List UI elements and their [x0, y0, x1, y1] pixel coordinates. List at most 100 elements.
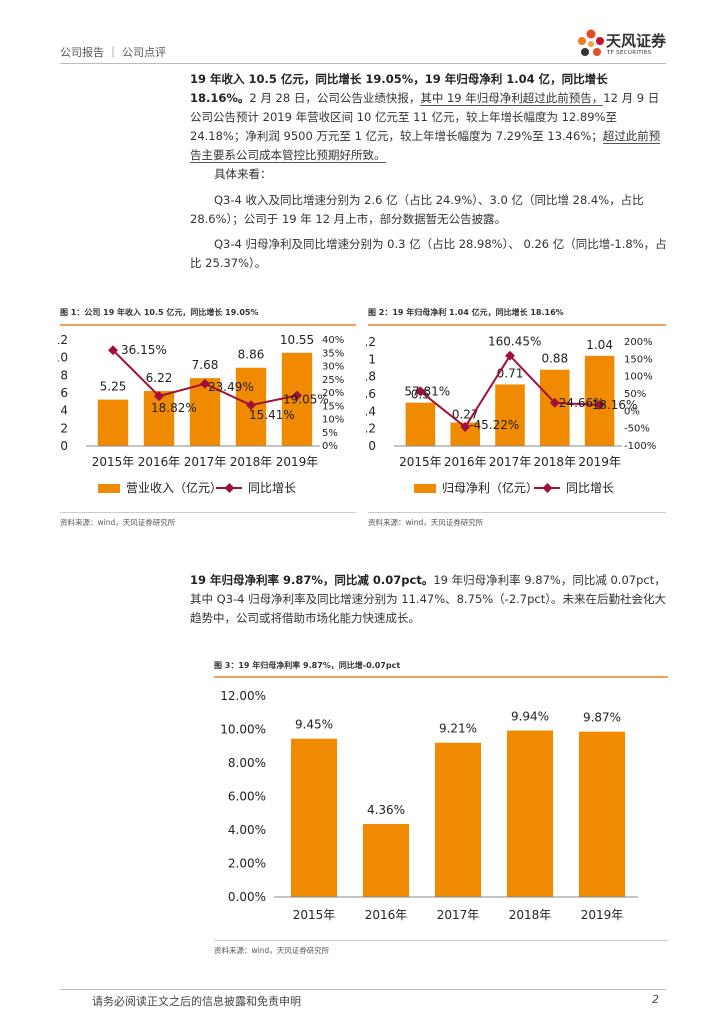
revenue-chart: 0 2 4 6 8 10 12 0% 5% 10% 15% 20% 25% 30% 35% 40% 5.25 6.… [58, 333, 344, 495]
growth-data-label: 23.49% [208, 380, 254, 394]
bar-data-label: 7.68 [192, 358, 219, 372]
bar-data-label: 4.36% [367, 803, 405, 817]
y-tick-label: 6.00% [228, 790, 266, 804]
company-logo: 天风证券 TF SECURITIES [576, 28, 680, 62]
growth-data-label: -45.22% [469, 418, 519, 432]
y-tick-label: 2.00% [228, 857, 266, 871]
legend-line-marker [224, 483, 235, 493]
bar-data-label: 10.55 [280, 333, 314, 347]
x-tick-label: 2016年 [365, 908, 408, 922]
legend-bar-label: 营业收入（亿元） [126, 480, 222, 495]
y-left-tick-label: 10 [58, 351, 68, 365]
growth-data-label: 18.82% [151, 401, 197, 415]
y-tick-label: 10.00% [220, 723, 266, 737]
legend-line-marker [542, 483, 553, 493]
bar-data-label: 9.94% [511, 710, 549, 724]
page-number: 2 [652, 993, 659, 1006]
fig1-title-rule [60, 324, 356, 326]
y-right-tick-label: 35% [322, 348, 344, 359]
net-margin-chart: 0.00% 2.00% 4.00% 6.00% 8.00% 10.00% 12.00% 9.4… [220, 689, 638, 922]
x-tick-label: 2017年 [184, 455, 227, 469]
y-right-tick-label: 20% [322, 388, 344, 399]
x-tick-label: 2017年 [437, 908, 480, 922]
y-tick-label: 0.00% [228, 890, 266, 904]
x-tick-label: 2015年 [293, 908, 336, 922]
y-right-tick-label: 200% [624, 337, 653, 348]
y-right-tick-label: 0% [624, 406, 640, 417]
fig1-bottom-rule [60, 512, 356, 513]
header-divider [60, 63, 666, 64]
bar [434, 742, 482, 897]
y-left-tick-label: 4 [60, 404, 68, 418]
y-left-tick-label: 1.2 [366, 335, 376, 349]
fig3-title: 图 3：19 年归母净利率 9.87%，同比增-0.07pct [214, 661, 401, 670]
y-right-tick-label: 50% [624, 389, 646, 400]
fig2-title-rule [368, 324, 666, 326]
legend-bar-swatch [414, 484, 436, 493]
y-tick-label: 4.00% [228, 823, 266, 837]
para1-text-1: 2 月 28 日，公司公告业绩快报， [249, 91, 421, 105]
x-tick-label: 2018年 [230, 455, 273, 469]
x-tick-label: 2015年 [399, 455, 442, 469]
growth-point [108, 345, 118, 356]
bar-data-label: 9.87% [583, 711, 621, 725]
legend-line-label: 同比增长 [566, 481, 614, 495]
y-right-tick-label: 15% [322, 401, 344, 412]
bar [450, 422, 480, 446]
growth-data-label: 18.16% [592, 398, 638, 412]
legend-bar-swatch [98, 484, 120, 493]
para5-text: 19 年归母净利率 9.87%，同比减 0.07pct，其中 Q3-4 归母净利… [190, 573, 666, 625]
growth-point [292, 390, 302, 401]
y-left-tick-label: 0.4 [366, 404, 376, 418]
legend-bar-label: 归母净利（亿元） [442, 480, 538, 495]
bar [578, 731, 626, 897]
bar-data-label: 6.22 [146, 371, 173, 385]
x-tick-label: 2015年 [92, 455, 135, 469]
y-tick-label: 8.00% [228, 756, 266, 770]
y-right-tick-label: 10% [322, 415, 344, 426]
growth-data-label: 57.81% [404, 384, 450, 398]
y-left-tick-label: 8 [60, 368, 68, 382]
x-tick-label: 2016年 [138, 455, 181, 469]
y-tick-label: 12.00% [220, 689, 266, 703]
growth-point [246, 400, 256, 411]
fig2-source: 资料来源：wind，天风证券研究所 [368, 518, 484, 527]
y-left-tick-label: 1 [368, 352, 376, 366]
y-right-tick-label: 25% [322, 375, 344, 386]
para1-bold-lead: 19 年收入 10.5 亿元，同比增长 19.05%，19 年归母净利 1.04… [190, 72, 608, 105]
fig1-source: 资料来源：wind，天风证券研究所 [60, 518, 176, 527]
fig2-title: 图 2：19 年归母净利 1.04 亿元，同比增长 18.16% [368, 308, 564, 317]
footer-disclaimer: 请务必阅读正文之后的信息披露和免责申明 [92, 995, 301, 1008]
logo-flower-icon [578, 29, 604, 56]
para1-underline-1: 其中 19 年归母净利超过此前预告， [420, 91, 604, 106]
bar [506, 730, 554, 897]
growth-point [460, 422, 471, 432]
net-profit-chart: 0 0.2 0.4 0.6 0.8 1 1.2 -100% -50% 0% 50% 100% 150% 2… [366, 335, 656, 495]
x-tick-label: 2019年 [581, 908, 624, 922]
y-left-tick-label: 0.2 [366, 422, 376, 436]
growth-data-label: 19.05% [283, 393, 329, 407]
logo-subtitle: TF SECURITIES [607, 50, 652, 56]
para1-underline-2: 超过此前预告主要系公司成本管控比预期好所致。 [190, 129, 661, 163]
bar [97, 399, 129, 446]
bar-data-label: 9.45% [295, 718, 333, 732]
growth-data-label: 15.41% [249, 408, 295, 422]
y-left-tick-label: 6 [60, 386, 68, 400]
x-tick-label: 2016年 [444, 455, 487, 469]
y-right-tick-label: 150% [624, 354, 653, 365]
fig1-title: 图 1：公司 19 年收入 10.5 亿元，同比增长 19.05% [60, 308, 259, 317]
y-left-tick-label: 0.6 [366, 387, 376, 401]
bar [290, 738, 338, 897]
bar [362, 823, 410, 897]
growth-point [154, 391, 164, 402]
y-left-tick-label: 12 [58, 333, 68, 347]
y-left-tick-label: 0.8 [366, 370, 376, 384]
para5-bold-lead: 19 年归母净利率 9.87%，同比减 0.07pct。 [190, 573, 434, 587]
growth-data-label: 36.15% [121, 343, 167, 357]
y-left-tick-label: 0 [368, 439, 376, 453]
x-tick-label: 2018年 [509, 908, 552, 922]
y-right-tick-label: 100% [624, 372, 653, 383]
y-right-tick-label: 0% [322, 441, 338, 452]
paragraph-specific: 具体来看： [214, 167, 272, 181]
paragraph-q34-profit: Q3-4 归母净利及同比增速分别为 0.3 亿（占比 28.98%）、 0.26… [190, 237, 667, 270]
